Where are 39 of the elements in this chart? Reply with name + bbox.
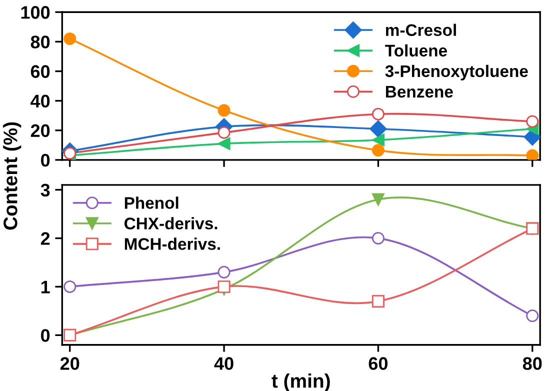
y-tick-label: 3 [40,184,50,197]
y-tick-label: 1 [41,280,50,294]
point [218,126,230,139]
point [372,134,384,146]
point [372,144,384,157]
legend-label: Benzene [386,86,453,98]
legend-label: 3-Phenoxytoluene [385,64,528,80]
point [218,104,230,117]
point [64,280,76,293]
legend-label: Phenol [124,196,178,209]
y-tick-label: 0 [41,154,50,167]
y-tick-label: 100 [21,6,50,19]
legend-label: MCH-derivs. [124,238,220,250]
point [526,115,539,128]
x-tick-label: 60 [368,357,388,370]
point [218,137,230,150]
y-tick-label: 2 [40,232,50,245]
y-tick-label: 0 [41,329,50,342]
y-tick-label: 20 [30,124,50,138]
point [372,108,384,120]
point [526,310,539,322]
point [218,280,230,293]
x-tick-label: 40 [214,357,234,370]
point [370,120,387,138]
point [372,193,384,206]
point [218,266,230,278]
point [372,232,384,244]
legend-label: CHX-derivs. [124,217,218,230]
x-tick-label: 80 [522,357,542,370]
y-axis-title: Content (%) [3,122,22,230]
y-tick-label: 40 [30,94,50,108]
point [64,32,76,45]
x-tick-label: 20 [60,357,80,370]
point [526,149,539,160]
legend-label: m-Cresol [386,24,456,36]
point [372,294,384,308]
y-tick-label: 60 [30,65,50,78]
legend-label: Toluene [385,44,447,57]
y-tick-label: 80 [30,36,50,48]
